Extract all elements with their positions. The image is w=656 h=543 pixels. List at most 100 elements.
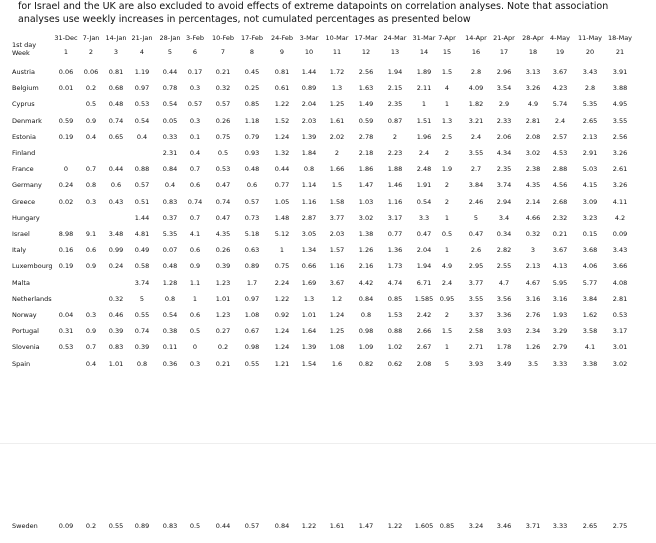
table-cell: 2.4 — [441, 278, 453, 287]
table-cell: 3.01 — [612, 343, 628, 352]
table-cell: 4.1 — [584, 343, 596, 352]
row-label: Slovenia — [12, 343, 40, 352]
table-cell: 0.9 — [85, 116, 97, 125]
table-cell: 3.23 — [582, 213, 598, 222]
row-header: Week — [12, 49, 30, 57]
table-cell: 0.74 — [187, 197, 203, 206]
intro-text: for Israel and the UK are also excluded … — [18, 1, 609, 25]
table-cell: 2.6 — [470, 246, 482, 255]
table-cell: 2.33 — [496, 116, 512, 125]
table-cell: 0.6 — [246, 181, 258, 190]
table-cell: 0.78 — [162, 84, 178, 93]
table-cell: 0.57 — [244, 197, 260, 206]
table-cell: 2.66 — [416, 327, 432, 336]
table-cell: 0.85 — [439, 522, 455, 530]
table-cell: 2.03 — [329, 230, 345, 238]
table-cell: 1.5 — [441, 327, 453, 336]
table-cell: 0.48 — [162, 262, 178, 271]
table-cell: 0.61 — [274, 84, 290, 93]
table-cell: 1.44 — [134, 213, 150, 222]
table-cell: 0.84 — [274, 522, 290, 530]
table-cell: 1.46 — [387, 181, 403, 190]
column-date: 10-Feb — [211, 34, 235, 42]
table-cell: 1 — [421, 100, 427, 109]
row-label: Norway — [12, 311, 37, 319]
table-cell: 1.57 — [329, 246, 345, 255]
table-cell: 0.87 — [387, 116, 403, 125]
column-week: 14 — [419, 48, 429, 56]
row-label: Malta — [12, 278, 30, 287]
table-cell: 1.21 — [274, 359, 290, 368]
table-cell: 2.02 — [329, 132, 345, 141]
table-cell: 0.38 — [162, 327, 178, 336]
table-cell: 0.8 — [85, 181, 97, 190]
column-date: 28-Apr — [522, 34, 544, 42]
table-cell: 1.84 — [301, 149, 317, 157]
table-cell: 0.55 — [134, 311, 150, 319]
table-cell: 3.48 — [108, 230, 124, 238]
table-cell: 0.57 — [215, 100, 231, 109]
table-cell: 4.15 — [582, 181, 598, 190]
table-cell: 0.3 — [85, 311, 97, 319]
row-label: France — [12, 165, 34, 174]
table-cell: 0.63 — [244, 246, 260, 255]
table-cell: 0.53 — [58, 343, 74, 352]
table-cell: 0.24 — [58, 181, 74, 190]
row-label: Austria — [12, 68, 35, 76]
table-cell: 3.37 — [468, 311, 484, 319]
column-date: 7-Jan — [82, 34, 100, 42]
table-cell: 0.77 — [387, 230, 403, 238]
column-week: 15 — [442, 48, 452, 56]
table-cell: 1.01 — [215, 294, 231, 303]
table-cell: 0.44 — [274, 165, 290, 174]
table-cell: 2.76 — [525, 311, 541, 319]
column-week: 7 — [220, 48, 226, 56]
table-cell: 1.09 — [358, 343, 374, 352]
column-week: 19 — [555, 48, 565, 56]
column-date: 11-May — [577, 34, 603, 42]
table-cell: 2.95 — [468, 262, 484, 271]
table-cell: 2.34 — [525, 327, 541, 336]
table-cell: 3.21 — [468, 116, 484, 125]
column-week: 17 — [499, 48, 509, 56]
table-cell: 5.18 — [244, 230, 260, 238]
row-label: Belgium — [12, 84, 39, 93]
table-cell: 0.34 — [496, 230, 512, 238]
table-cell: 0.98 — [358, 327, 374, 336]
table-cell: 4.95 — [612, 100, 628, 109]
table-cell: 0.74 — [108, 116, 124, 125]
table-cell: 0.53 — [215, 165, 231, 174]
table-cell: 2.81 — [612, 294, 628, 303]
column-date: 14-Apr — [465, 34, 487, 42]
table-cell: 4.06 — [582, 262, 598, 271]
table-cell: 2.46 — [468, 197, 484, 206]
table-cell: 4.74 — [387, 278, 403, 287]
table-cell: 2.31 — [162, 149, 178, 157]
table-cell: 0.32 — [108, 294, 124, 303]
table-cell: 0.57 — [244, 522, 260, 530]
table-cell: 1.01 — [108, 359, 124, 368]
table-cell: 1.3 — [303, 294, 315, 303]
table-cell: 0.59 — [58, 116, 74, 125]
table-cell: 0.32 — [525, 230, 541, 238]
table-cell: 0.83 — [108, 343, 124, 352]
table-cell: 0.57 — [187, 100, 203, 109]
row-label: Denmark — [12, 116, 42, 125]
table-cell: 3.26 — [525, 84, 541, 93]
table-cell: 0.36 — [162, 359, 178, 368]
table-cell: 2.5 — [441, 132, 453, 141]
table-cell: 0.68 — [108, 84, 124, 93]
table-cell: 1.32 — [274, 149, 290, 157]
table-cell: 3.02 — [358, 213, 374, 222]
table-cell: 0.5 — [189, 327, 201, 336]
column-date: 18-May — [607, 34, 633, 42]
table-cell: 2.48 — [416, 165, 432, 174]
table-cell: 4 — [444, 84, 450, 93]
table-cell: 0.09 — [58, 522, 74, 530]
table-cell: 1.38 — [358, 230, 374, 238]
column-week: 8 — [249, 48, 255, 56]
column-date: 31-Mar — [412, 34, 436, 42]
table-cell: 0.88 — [387, 327, 403, 336]
table-cell: 0.89 — [134, 522, 150, 530]
row-label: Estonia — [12, 132, 36, 141]
